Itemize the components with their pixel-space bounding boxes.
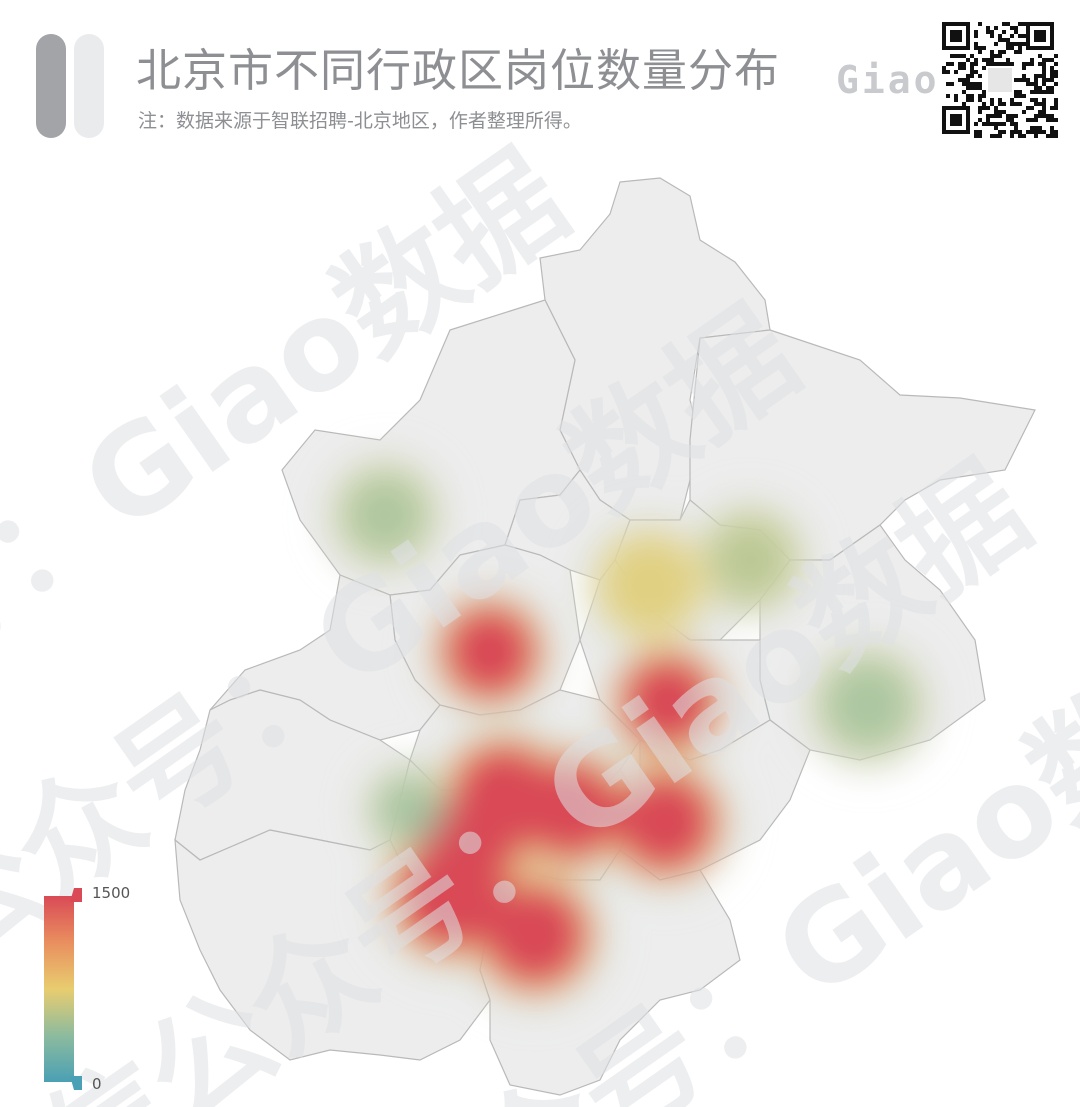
- header-accent-bar: [36, 34, 66, 138]
- page-title: 北京市不同行政区岗位数量分布: [136, 44, 781, 97]
- heat-hotspot[interactable]: [340, 470, 430, 560]
- heat-hotspot[interactable]: [705, 515, 795, 605]
- brand-logo: Giao: [836, 58, 940, 102]
- heat-hotspot[interactable]: [620, 654, 716, 750]
- header-accent-bar-light: [74, 34, 104, 138]
- visual-map-legend[interactable]: [42, 886, 132, 1096]
- page-subtitle: 注：数据来源于智联招聘-北京地区，作者整理所得。: [138, 110, 582, 132]
- heat-hotspot[interactable]: [373, 773, 447, 847]
- heat-hotspot[interactable]: [442, 604, 538, 700]
- heat-hotspot[interactable]: [518, 758, 622, 862]
- legend-min-handle[interactable]: [70, 1076, 82, 1090]
- heat-hotspot[interactable]: [600, 535, 700, 635]
- heatmap-layer: [320, 450, 939, 1014]
- legend-gradient-bar: [44, 896, 74, 1082]
- district-region[interactable]: [539, 177, 771, 521]
- heat-hotspot[interactable]: [613, 770, 717, 874]
- qr-code-icon: [942, 22, 1058, 138]
- heat-hotspot[interactable]: [481, 881, 589, 989]
- legend-max-label: 1500: [92, 884, 131, 902]
- legend-max-handle[interactable]: [70, 888, 82, 902]
- heat-hotspot[interactable]: [820, 657, 916, 753]
- legend-min-label: 0: [92, 1075, 102, 1093]
